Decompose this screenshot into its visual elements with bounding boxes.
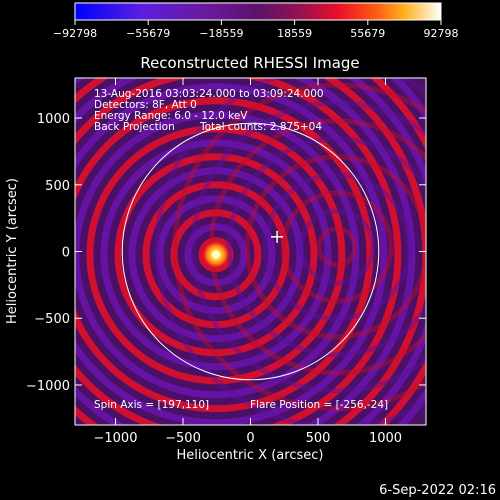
chart-title: Reconstructed RHESSI Image xyxy=(140,54,359,72)
solar-limb xyxy=(121,122,380,381)
x-tick-label: 500 xyxy=(306,431,331,446)
flare-position-label: Flare Position = [-256,-24] xyxy=(250,399,388,411)
fringe-ring xyxy=(75,111,360,399)
colorbar-ticks: −92798 −55679 −18559 18559 55679 92798 xyxy=(53,20,459,40)
x-tick-label: −500 xyxy=(165,431,201,446)
fringe-ring xyxy=(75,78,416,425)
fringe-ring xyxy=(226,136,426,358)
fringe-pattern xyxy=(75,78,426,425)
fringe-ring xyxy=(172,82,426,412)
colorbar-tick-label: −18559 xyxy=(199,27,243,40)
fringe-ring xyxy=(170,209,262,301)
colorbar-tick-label: 55679 xyxy=(350,27,385,40)
y-tick-label: 1000 xyxy=(37,112,70,127)
fringe-ring xyxy=(75,78,402,425)
detectors-label: Detectors: 8F, Att 0 xyxy=(94,99,197,111)
colorbar: −92798 −55679 −18559 18559 55679 92798 xyxy=(53,2,459,40)
y-tick-label: −500 xyxy=(34,312,70,327)
x-tick-label: −1000 xyxy=(94,431,138,446)
colorbar-tick-label: −55679 xyxy=(126,27,170,40)
x-tick-label: 0 xyxy=(246,431,254,446)
y-axis-label: Heliocentric Y (arcsec) xyxy=(5,178,20,324)
fringe-ring xyxy=(154,78,426,425)
total-counts-label: Total counts: 2.875+04 xyxy=(199,121,322,133)
annotations: 13-Aug-2016 03:03:24.000 to 03:09:24.000… xyxy=(94,88,388,411)
method-label: Back Projection xyxy=(94,121,175,133)
fringe-ring xyxy=(184,223,248,287)
y-tick-label: 500 xyxy=(45,179,70,194)
timestamp: 6-Sep-2022 02:16 xyxy=(379,483,496,498)
fringe-ring xyxy=(128,167,304,343)
fringe-ring xyxy=(75,83,388,425)
y-tick-label: 0 xyxy=(62,246,70,261)
spin-axis-label: Spin Axis = [197,110] xyxy=(94,399,209,411)
spin-axis-marker xyxy=(271,230,284,243)
x-axis-label: Heliocentric X (arcsec) xyxy=(177,448,324,463)
colorbar-tick-label: 18559 xyxy=(277,27,312,40)
fringe-ring xyxy=(316,226,358,268)
fringe-ring xyxy=(298,208,376,286)
fringe-ring xyxy=(142,181,290,329)
colorbar-tick-label: −92798 xyxy=(53,27,97,40)
fringe-ring xyxy=(100,139,332,371)
time-range-label: 13-Aug-2016 03:03:24.000 to 03:09:24.000 xyxy=(94,88,324,100)
fringe-ring xyxy=(114,153,318,357)
fringe-ring xyxy=(262,172,412,322)
y-tick-label: −1000 xyxy=(26,379,70,394)
x-axis-ticks: −1000 −500 0 500 1000 xyxy=(94,78,402,446)
x-tick-label: 1000 xyxy=(369,431,402,446)
fringe-ring xyxy=(190,100,426,394)
fringe-ring xyxy=(280,190,394,304)
y-axis-ticks: −1000 −500 0 500 1000 xyxy=(26,112,426,394)
fringe-ring xyxy=(86,125,346,385)
fringe-ring xyxy=(75,97,374,413)
colorbar-tick-label: 92798 xyxy=(424,27,459,40)
flare-source-core xyxy=(211,250,220,259)
image-area xyxy=(75,78,426,425)
energy-range-label: Energy Range: 6.0 - 12.0 keV xyxy=(94,110,248,122)
fringe-ring xyxy=(156,195,276,315)
colorbar-gradient xyxy=(74,2,442,21)
